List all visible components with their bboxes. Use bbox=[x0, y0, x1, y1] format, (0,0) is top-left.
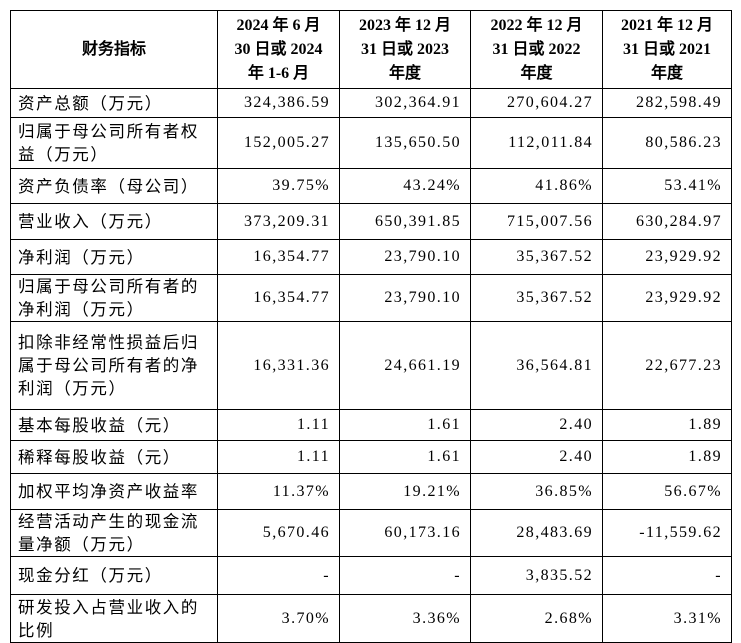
value-cell: 36,564.81 bbox=[470, 321, 603, 410]
value-cell: 1.11 bbox=[217, 440, 340, 474]
value-cell: - bbox=[217, 556, 340, 595]
value-cell: 16,354.77 bbox=[217, 239, 340, 275]
row-label: 研发投入占营业收入的比例 bbox=[10, 594, 218, 643]
header-line: 年度 bbox=[520, 64, 553, 82]
value-cell: 302,364.91 bbox=[339, 88, 471, 118]
value-cell: 1.11 bbox=[217, 409, 340, 441]
header-line: 年度 bbox=[650, 64, 683, 82]
row-label: 经营活动产生的现金流量净额（万元） bbox=[10, 509, 218, 557]
header-cell: 2023 年 12 月 31 日或 2023 年度 bbox=[339, 10, 471, 89]
header-cell: 财务指标 bbox=[10, 10, 218, 89]
value-cell: 630,284.97 bbox=[602, 203, 732, 240]
value-cell: 16,354.77 bbox=[217, 274, 340, 322]
value-cell: 1.61 bbox=[339, 409, 471, 441]
value-cell: 23,929.92 bbox=[602, 274, 732, 322]
value-cell: 650,391.85 bbox=[339, 203, 471, 240]
value-cell: -11,559.62 bbox=[602, 509, 732, 557]
data-row: 基本每股收益（元） 1.11 1.61 2.40 1.89 bbox=[10, 409, 732, 441]
value-cell: 2.40 bbox=[470, 409, 603, 441]
value-cell: 53.41% bbox=[602, 168, 732, 204]
value-cell: 270,604.27 bbox=[470, 88, 603, 118]
value-cell: 152,005.27 bbox=[217, 117, 340, 169]
row-label: 归属于母公司所有者权益（万元） bbox=[10, 117, 218, 169]
financial-table: 财务指标 2024 年 6 月 30 日或 2024 年 1-6 月 2023 年 12… bbox=[10, 10, 732, 643]
row-label: 稀释每股收益（元） bbox=[10, 440, 218, 474]
value-cell: 56.67% bbox=[602, 473, 732, 510]
value-cell: 5,670.46 bbox=[217, 509, 340, 557]
value-cell: 23,790.10 bbox=[339, 239, 471, 275]
data-row: 加权平均净资产收益率 11.37% 19.21% 36.85% 56.67% bbox=[10, 473, 732, 510]
value-cell: 43.24% bbox=[339, 168, 471, 204]
value-cell: - bbox=[602, 556, 732, 595]
value-cell: 41.86% bbox=[470, 168, 603, 204]
header-line: 31 日或 2023 bbox=[360, 40, 449, 58]
header-row: 财务指标 2024 年 6 月 30 日或 2024 年 1-6 月 2023 年 12… bbox=[10, 10, 732, 89]
value-cell: 1.89 bbox=[602, 440, 732, 474]
header-line: 2024 年 6 月 bbox=[236, 16, 321, 34]
value-cell: 3,835.52 bbox=[470, 556, 603, 595]
data-row: 现金分红（万元） - -3,835.52- bbox=[10, 556, 732, 595]
header-line: 2021 年 12 月 bbox=[620, 16, 713, 34]
header-line: 年 1-6 月 bbox=[247, 64, 310, 82]
value-cell: 373,209.31 bbox=[217, 203, 340, 240]
row-label: 营业收入（万元） bbox=[10, 203, 218, 240]
value-cell: 324,386.59 bbox=[217, 88, 340, 118]
value-cell: 39.75% bbox=[217, 168, 340, 204]
value-cell: 2.68% bbox=[470, 594, 603, 643]
value-cell: 2.40 bbox=[470, 440, 603, 474]
header-line: 30 日或 2024 bbox=[234, 40, 323, 58]
value-cell: 22,677.23 bbox=[602, 321, 732, 410]
row-label: 基本每股收益（元） bbox=[10, 409, 218, 441]
value-cell: 35,367.52 bbox=[470, 239, 603, 275]
value-cell: 1.61 bbox=[339, 440, 471, 474]
value-cell: 1.89 bbox=[602, 409, 732, 441]
row-label: 资产负债率（母公司） bbox=[10, 168, 218, 204]
data-row: 扣除非经常性损益后归属于母公司所有者的净利润（万元） 16,331.36 24,66… bbox=[10, 321, 732, 410]
data-row: 归属于母公司所有者权益（万元） 152,005.27 135,650.50 112,0… bbox=[10, 117, 732, 169]
row-label: 资产总额（万元） bbox=[10, 88, 218, 118]
value-cell: 3.70% bbox=[217, 594, 340, 643]
header-cell: 2021 年 12 月 31 日或 2021 年度 bbox=[602, 10, 732, 89]
data-row: 归属于母公司所有者的净利润（万元） 16,354.77 23,790.10 35,36… bbox=[10, 274, 732, 322]
row-label: 扣除非经常性损益后归属于母公司所有者的净利润（万元） bbox=[10, 321, 218, 410]
row-label: 归属于母公司所有者的净利润（万元） bbox=[10, 274, 218, 322]
value-cell: 135,650.50 bbox=[339, 117, 471, 169]
header-line: 年度 bbox=[388, 64, 421, 82]
value-cell: 11.37% bbox=[217, 473, 340, 510]
header-line: 31 日或 2022 bbox=[492, 40, 581, 58]
data-row: 资产负债率（母公司） 39.75% 43.24% 41.86% 53.41% bbox=[10, 168, 732, 204]
value-cell: 16,331.36 bbox=[217, 321, 340, 410]
data-row: 研发投入占营业收入的比例 3.70% 3.36% 2.68% 3.31% bbox=[10, 594, 732, 643]
value-cell: 282,598.49 bbox=[602, 88, 732, 118]
value-cell: - bbox=[339, 556, 471, 595]
data-row: 营业收入（万元） 373,209.31 650,391.85 715,007.56 63… bbox=[10, 203, 732, 240]
data-row: 净利润（万元） 16,354.77 23,790.10 35,367.52 23,929… bbox=[10, 239, 732, 275]
data-row: 稀释每股收益（元） 1.11 1.61 2.40 1.89 bbox=[10, 440, 732, 474]
header-cell: 2024 年 6 月 30 日或 2024 年 1-6 月 bbox=[217, 10, 340, 89]
value-cell: 24,661.19 bbox=[339, 321, 471, 410]
value-cell: 23,929.92 bbox=[602, 239, 732, 275]
value-cell: 715,007.56 bbox=[470, 203, 603, 240]
value-cell: 60,173.16 bbox=[339, 509, 471, 557]
value-cell: 35,367.52 bbox=[470, 274, 603, 322]
header-line: 31 日或 2021 bbox=[622, 40, 711, 58]
data-row: 经营活动产生的现金流量净额（万元） 5,670.46 60,173.16 28,483… bbox=[10, 509, 732, 557]
value-cell: 3.36% bbox=[339, 594, 471, 643]
row-label: 现金分红（万元） bbox=[10, 556, 218, 595]
value-cell: 3.31% bbox=[602, 594, 732, 643]
header-line: 2023 年 12 月 bbox=[358, 16, 451, 34]
row-label: 净利润（万元） bbox=[10, 239, 218, 275]
value-cell: 19.21% bbox=[339, 473, 471, 510]
header-line: 2022 年 12 月 bbox=[490, 16, 583, 34]
row-label: 加权平均净资产收益率 bbox=[10, 473, 218, 510]
value-cell: 23,790.10 bbox=[339, 274, 471, 322]
data-row: 资产总额（万元） 324,386.59 302,364.91 270,604.27 28… bbox=[10, 88, 732, 118]
header-cell: 2022 年 12 月 31 日或 2022 年度 bbox=[470, 10, 603, 89]
value-cell: 36.85% bbox=[470, 473, 603, 510]
value-cell: 112,011.84 bbox=[470, 117, 603, 169]
value-cell: 80,586.23 bbox=[602, 117, 732, 169]
value-cell: 28,483.69 bbox=[470, 509, 603, 557]
